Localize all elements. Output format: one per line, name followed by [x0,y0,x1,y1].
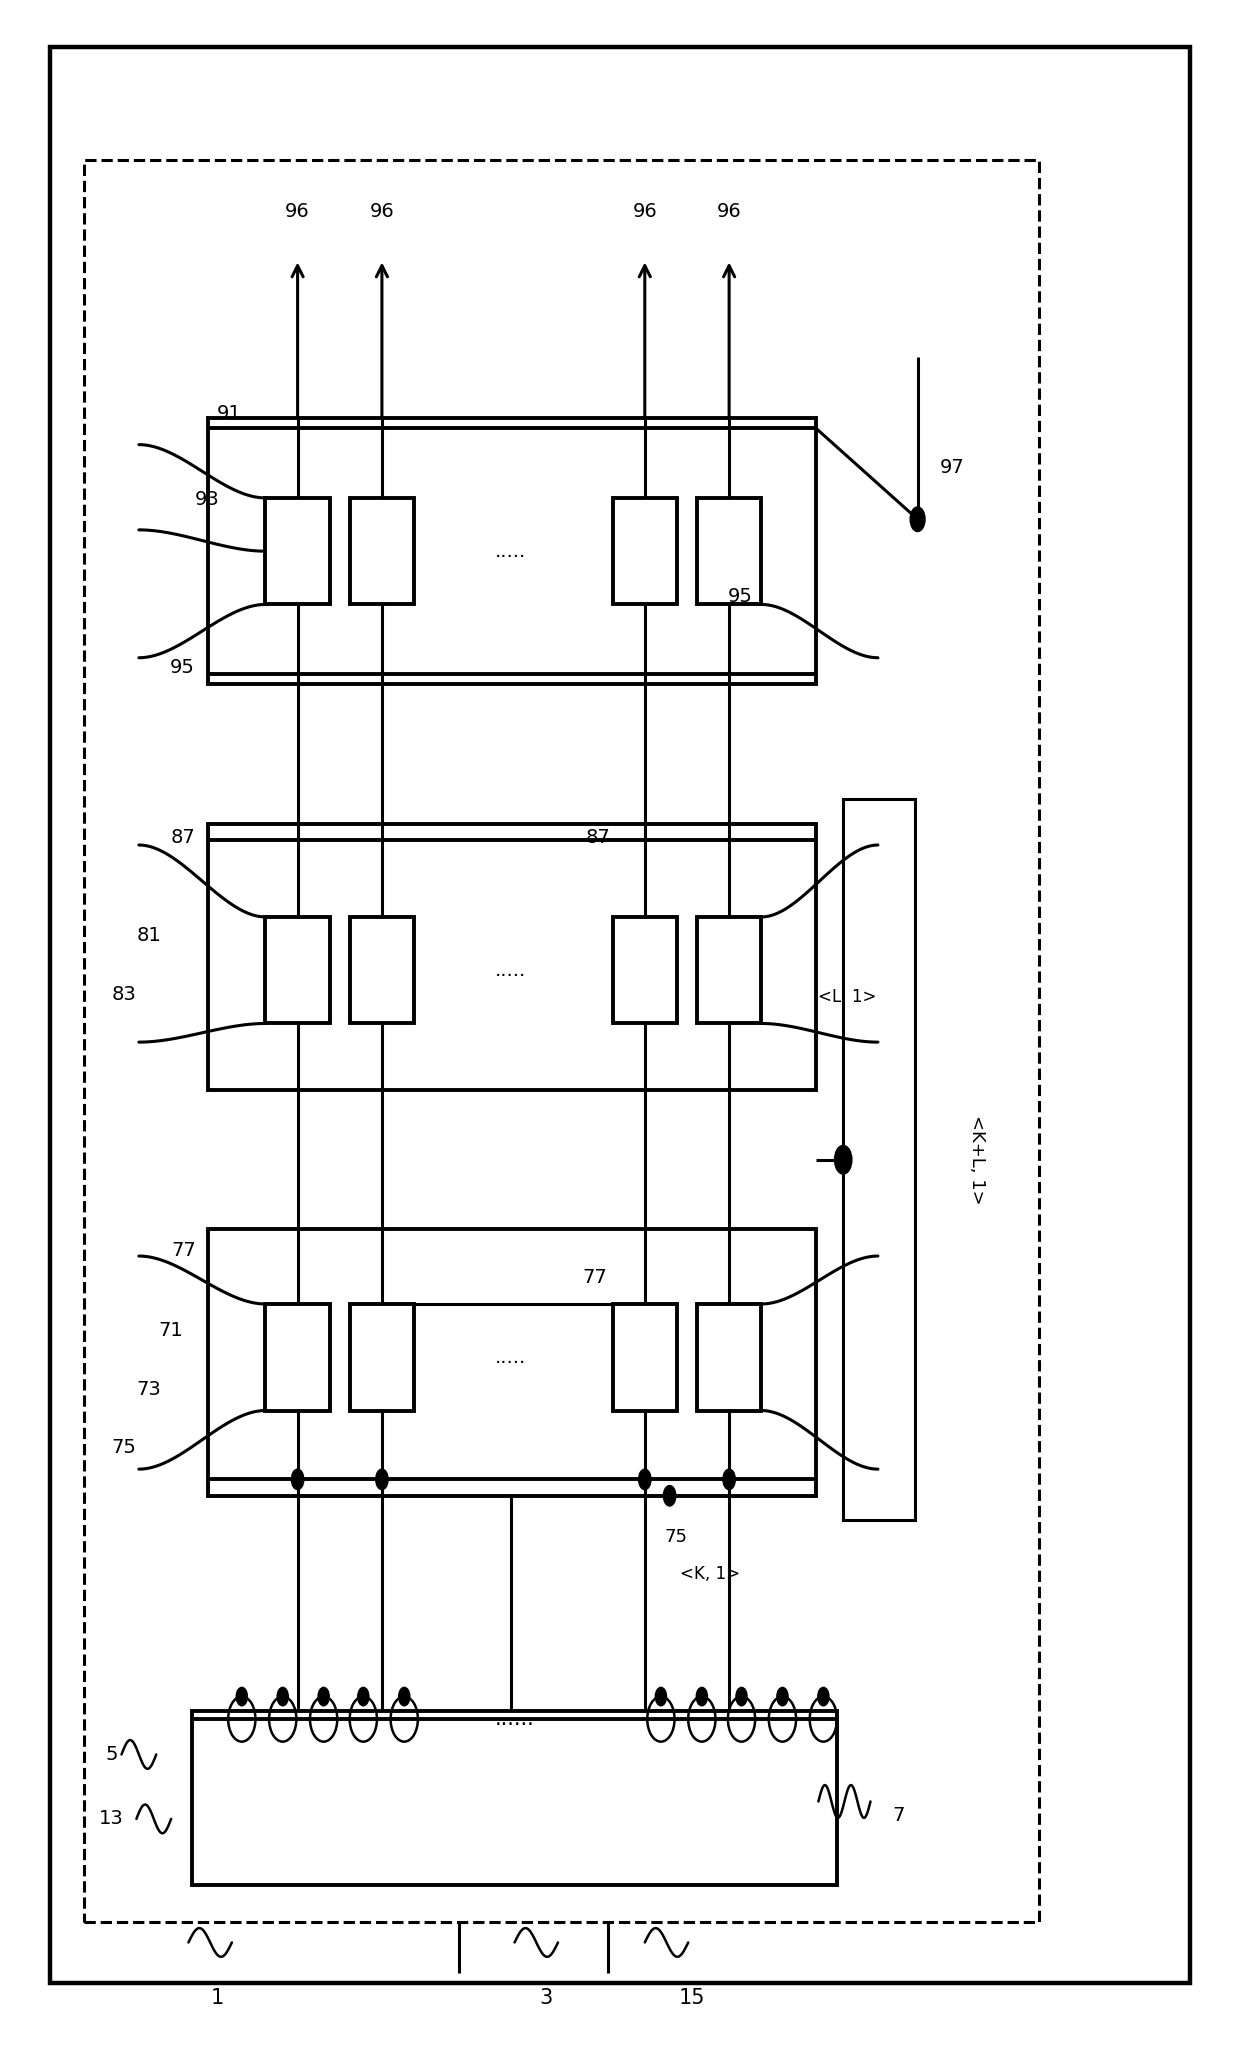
Text: .....: ..... [495,961,527,979]
Text: <K, 1>: <K, 1> [680,1565,739,1582]
Circle shape [376,1469,388,1490]
Circle shape [663,1486,676,1506]
Text: <K+L, 1>: <K+L, 1> [968,1115,986,1205]
Text: 1: 1 [211,1988,223,2008]
Bar [697,1303,761,1410]
Bar [613,1303,677,1410]
Circle shape [817,1688,830,1705]
Circle shape [317,1688,329,1705]
Text: 87: 87 [171,828,196,846]
Bar [208,1229,816,1496]
Text: 73: 73 [136,1379,161,1399]
Circle shape [723,1469,735,1490]
Bar [265,498,330,604]
Text: 77: 77 [583,1268,608,1287]
Text: 96: 96 [632,201,657,221]
Circle shape [639,1469,651,1490]
Text: 95: 95 [170,658,195,678]
Bar [613,918,677,1022]
Text: 75: 75 [112,1438,136,1457]
Bar [843,799,915,1520]
Bar [613,498,677,604]
Text: .....: ..... [495,541,527,561]
Bar [265,1303,330,1410]
Text: 93: 93 [195,490,219,508]
Text: 75: 75 [665,1529,687,1545]
Text: 71: 71 [159,1322,184,1340]
Text: 87: 87 [585,828,610,846]
Circle shape [776,1688,789,1705]
Text: 83: 83 [112,986,136,1004]
Bar [208,824,816,1090]
Text: 96: 96 [370,201,394,221]
Text: 77: 77 [171,1242,196,1260]
Circle shape [735,1688,746,1705]
Circle shape [910,506,925,531]
Bar [350,498,414,604]
Text: <L, 1>: <L, 1> [818,988,877,1006]
Text: 3: 3 [539,1988,552,2008]
Circle shape [291,1469,304,1490]
Circle shape [358,1688,370,1705]
Circle shape [399,1688,409,1705]
Text: 96: 96 [717,201,742,221]
Circle shape [236,1688,248,1705]
Bar [350,1303,414,1410]
Text: 7: 7 [893,1805,905,1826]
Text: ......: ...... [495,1709,534,1729]
Text: 5: 5 [105,1746,118,1764]
Bar [697,498,761,604]
Text: 97: 97 [940,459,965,477]
Text: 15: 15 [678,1988,706,2008]
Text: 13: 13 [99,1809,124,1828]
Bar [697,918,761,1022]
Bar [265,918,330,1022]
Text: 96: 96 [285,201,310,221]
Bar [84,160,1039,1922]
Bar [192,1711,837,1885]
Bar [350,918,414,1022]
Circle shape [278,1688,288,1705]
Text: 81: 81 [136,926,161,945]
Circle shape [696,1688,707,1705]
Circle shape [655,1688,667,1705]
Text: .....: ..... [495,1348,527,1367]
Circle shape [835,1145,852,1174]
Bar [208,418,816,684]
Text: 95: 95 [728,586,753,607]
Text: 91: 91 [217,404,242,424]
